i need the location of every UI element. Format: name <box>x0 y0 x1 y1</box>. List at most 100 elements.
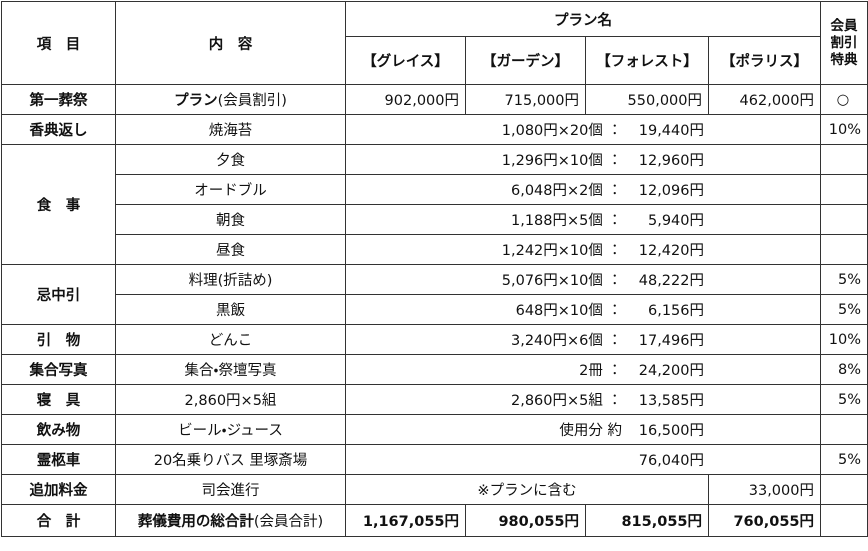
header-row: 【グレイス】 【ガーデン】 【フォレスト】 【ポラリス】 <box>2 36 868 85</box>
detail-total: 12,420円 <box>638 243 704 259</box>
price-cell: 902,000円 <box>345 84 466 115</box>
content-cell: 司会進行 <box>115 474 346 505</box>
content-text: 黒飯 <box>216 303 245 319</box>
detail-cell: 2冊 ： 24,200円 <box>345 354 821 385</box>
header-member-line: 特典 <box>830 51 858 68</box>
price-cell: 550,000円 <box>585 84 709 115</box>
detail-cell: 1,242円×10個 ： 12,420円 <box>345 234 821 265</box>
row: 香典返し 焼海苔 1,080円×20個 ： 19,440円 10% <box>1 114 868 145</box>
content-cell: 料理(折詰め) <box>115 264 346 295</box>
row: 第一葬祭 プラン(会員割引) 902,000円 715,000円 550,000円 462… <box>1 84 868 115</box>
plan-header: 【フォレスト】 <box>585 36 709 85</box>
plan-header: 【ガーデン】 <box>465 36 586 85</box>
row: 食 事 夕食 1,296円×10個 ： 12,960円 <box>1 144 868 265</box>
detail-total: 48,222円 <box>638 273 704 289</box>
content-cell: 朝食 <box>115 204 346 235</box>
detail-amount: 648円×10個 ： <box>515 303 622 319</box>
item-cell: 合 計 <box>1 504 116 537</box>
member-cell: 5% <box>820 384 868 415</box>
detail-cell: 6,048円×2個 ： 12,096円 <box>345 174 821 205</box>
row: 引 物 どんこ 3,240円×6個 ： 17,496円 10% <box>1 324 868 355</box>
content-cell: オードブル <box>115 174 346 205</box>
detail: 1,080円×20個 ： 19,440円 <box>350 119 704 140</box>
detail-amount: 6,048円×2個 ： <box>511 183 622 199</box>
header-member-line: 割引 <box>830 34 858 51</box>
content-cell: 焼海苔 <box>115 114 346 145</box>
member-cell: 5% <box>820 264 868 295</box>
content-text: 2,860円×5組 <box>184 393 277 409</box>
content-text: ビール・ジュース <box>178 423 283 439</box>
detail: 2,860円×5組 ： 13,585円 <box>350 389 704 410</box>
plan-table: 項 目 内 容 プラン名 会員 割引 特典 【グレイス】 【ガーデン】 【フォレ… <box>1 1 868 537</box>
member-cell <box>820 414 868 445</box>
content-text: 夕食 <box>216 153 245 169</box>
detail-amount: 使用分 約 <box>559 423 622 439</box>
detail-amount: 2冊 ： <box>579 363 622 379</box>
included-cell: ※プランに含む <box>345 474 709 505</box>
item-cell: 寝 具 <box>1 384 116 415</box>
content-cell: 昼食 <box>115 234 346 265</box>
member-cell: 5% <box>820 444 868 475</box>
content-text: オードブル <box>194 183 267 199</box>
member-cell <box>820 234 868 265</box>
item-cell: 忌中引 <box>1 264 116 325</box>
detail-total: 6,156円 <box>647 303 704 319</box>
content-text: 昼食 <box>216 243 245 259</box>
member-cell: 8% <box>820 354 868 385</box>
member-cell <box>820 144 868 175</box>
detail-cell: 3,240円×6個 ： 17,496円 <box>345 324 821 355</box>
detail-total: 5,940円 <box>647 213 704 229</box>
member-cell <box>820 504 868 537</box>
content-text: 料理(折詰め) <box>188 273 273 289</box>
header-item: 項 目 <box>1 1 116 85</box>
price-cell: 715,000円 <box>465 84 586 115</box>
detail-amount: 3,240円×6個 ： <box>511 333 622 349</box>
detail: 648円×10個 ： 6,156円 <box>350 299 704 320</box>
detail-total: 16,500円 <box>638 423 704 439</box>
item-cell: 食 事 <box>1 144 116 265</box>
detail-cell: 2,860円×5組 ： 13,585円 <box>345 384 821 415</box>
row: 合 計葬儀費用の総合計(会員合計) 1,167,055円 980,055円 815,0… <box>1 504 868 537</box>
price-cell: 980,055円 <box>465 504 586 537</box>
detail: 1,296円×10個 ： 12,960円 <box>350 149 704 170</box>
content-text: どんこ <box>208 333 253 349</box>
row: 朝食 1,188円×5個 ： 5,940円 <box>2 204 868 235</box>
member-cell <box>820 204 868 235</box>
price-cell: 33,000円 <box>708 474 821 505</box>
content-cell: 2,860円×5組 <box>115 384 346 415</box>
detail: 1,188円×5個 ： 5,940円 <box>350 209 704 230</box>
price-cell: 1,167,055円 <box>345 504 466 537</box>
detail-amount: 1,188円×5個 ： <box>511 213 622 229</box>
detail-total: 76,040円 <box>638 453 704 469</box>
content-cell: どんこ <box>115 324 346 355</box>
header-member-line: 会員 <box>830 17 858 34</box>
content-cell: 黒飯 <box>115 294 346 325</box>
member-cell: ○ <box>820 84 868 115</box>
row: オードブル 6,048円×2個 ： 12,096円 <box>2 174 868 205</box>
item-cell: 追加料金 <box>1 474 116 505</box>
detail-cell: 1,188円×5個 ： 5,940円 <box>345 204 821 235</box>
content-cell: 集合・祭壇写真 <box>115 354 346 385</box>
member-cell: 10% <box>820 324 868 355</box>
content-text: 20名乗りバス 里塚斎場 <box>153 453 308 469</box>
row: 黒飯 648円×10個 ： 6,156円 5% <box>2 294 868 325</box>
member-cell <box>820 174 868 205</box>
content-text: 司会進行 <box>201 483 260 499</box>
row: 忌中引 料理(折詰め) 5,076円×10個 ： 48,222円 5% <box>1 264 868 325</box>
row: 霊柩車 20名乗りバス 里塚斎場 76,040円 5% <box>1 444 868 475</box>
detail: 使用分 約 16,500円 <box>350 419 704 440</box>
item-cell: 引 物 <box>1 324 116 355</box>
detail-cell: 76,040円 <box>345 444 821 475</box>
header-row: 項 目 内 容 プラン名 会員 割引 特典 <box>1 1 868 85</box>
content-bold: プラン <box>174 93 218 109</box>
member-cell: 10% <box>820 114 868 145</box>
item-cell: 霊柩車 <box>1 444 116 475</box>
content-text: 朝食 <box>216 213 245 229</box>
detail-total: 17,496円 <box>638 333 704 349</box>
content-note: (会員合計) <box>253 514 324 530</box>
detail-total: 19,440円 <box>638 123 704 139</box>
row: 昼食 1,242円×10個 ： 12,420円 <box>2 234 868 265</box>
header-content: 内 容 <box>115 1 346 85</box>
content-text: 集合・祭壇写真 <box>184 363 277 379</box>
